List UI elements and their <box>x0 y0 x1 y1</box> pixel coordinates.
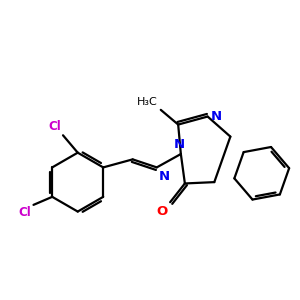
Text: Cl: Cl <box>19 206 31 219</box>
Text: H₃C: H₃C <box>137 97 158 106</box>
Text: Cl: Cl <box>48 120 61 133</box>
Text: N: N <box>210 110 221 123</box>
Text: N: N <box>159 170 170 183</box>
Text: O: O <box>157 205 168 218</box>
Text: N: N <box>174 138 185 151</box>
